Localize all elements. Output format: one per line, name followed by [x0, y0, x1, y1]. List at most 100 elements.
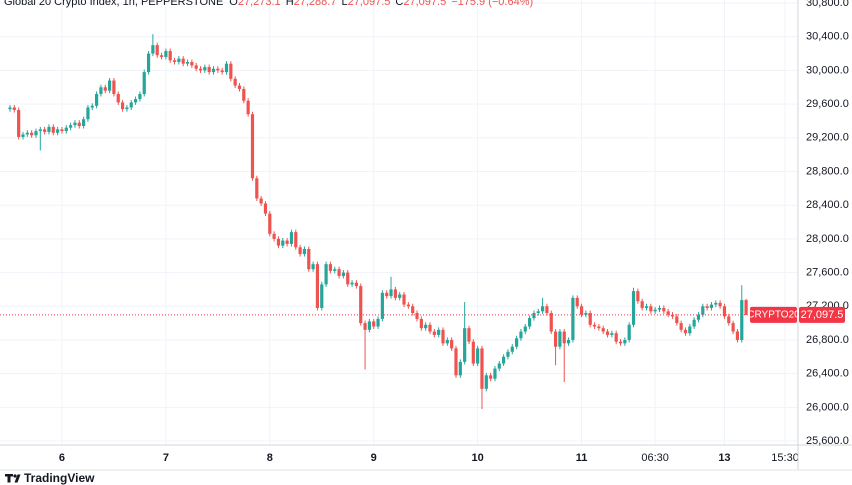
x-axis: 6 7 8 9 10 11 06:30 13 15:30 — [59, 452, 799, 464]
candle-body — [666, 311, 670, 315]
candle-body — [722, 306, 727, 317]
candles — [0, 34, 798, 410]
candle-body — [289, 232, 294, 244]
candle-body — [549, 313, 553, 332]
candle-body — [545, 306, 549, 314]
candle-body — [268, 213, 272, 234]
candle-body — [107, 80, 112, 91]
legend-key: L — [341, 0, 347, 8]
candle-body — [172, 60, 177, 62]
candle-body — [272, 233, 276, 239]
candle-body — [337, 269, 341, 276]
candle-body — [298, 247, 302, 255]
candle-body — [627, 324, 631, 340]
candle-body — [731, 323, 735, 332]
candle-body — [86, 107, 90, 120]
legend-value: 27,097.5 — [403, 0, 446, 8]
candle-body — [168, 51, 172, 61]
candle-body — [471, 341, 475, 364]
candle-body — [558, 331, 562, 347]
candle-body — [489, 375, 493, 379]
candle-body — [424, 324, 428, 329]
candle-body — [311, 264, 315, 270]
candle-body — [138, 94, 142, 100]
legend-key: O — [229, 0, 238, 8]
candle-body — [688, 326, 692, 334]
legend-value: 27,288.7 — [294, 0, 337, 8]
x-tick-label: 6 — [59, 452, 65, 464]
candle-body — [112, 80, 116, 95]
candle-body — [324, 264, 328, 285]
candle-body — [341, 272, 346, 276]
candle-body — [528, 318, 532, 327]
y-axis: 25,600.026,000.026,400.026,800.027,200.0… — [806, 0, 849, 447]
candle-body — [740, 300, 744, 340]
candle-body — [246, 100, 250, 115]
candle-body — [307, 248, 311, 270]
candle-body — [190, 61, 194, 66]
candle-body — [636, 291, 640, 302]
candle-body — [601, 328, 605, 332]
candle-body — [120, 102, 125, 110]
candle-body — [398, 294, 402, 298]
y-tick-label: 26,800.0 — [806, 334, 849, 346]
y-tick-label: 26,000.0 — [806, 401, 849, 413]
y-tick-label: 27,600.0 — [806, 266, 849, 278]
candle-body — [125, 107, 129, 110]
candle-body — [411, 306, 415, 314]
candle-body — [415, 313, 419, 319]
candle-body — [454, 348, 458, 376]
candle-body — [605, 331, 610, 335]
candle-body — [216, 68, 220, 71]
candle-body — [523, 326, 527, 332]
candle-body — [367, 321, 371, 330]
candle-body — [484, 375, 488, 389]
candle-body — [727, 316, 731, 324]
candle-body — [177, 58, 181, 62]
candle-body — [480, 348, 484, 389]
candle-body — [320, 284, 324, 308]
candle-body — [159, 55, 164, 57]
candle-body — [467, 328, 471, 342]
candle-body — [164, 51, 168, 57]
y-tick-label: 29,600.0 — [806, 98, 849, 110]
candle-body — [77, 122, 81, 127]
grid — [0, 0, 798, 445]
candle-body — [129, 102, 133, 108]
candle-body — [259, 198, 263, 204]
candle-body — [432, 331, 436, 335]
candle-body — [584, 313, 588, 315]
legend-symbol: Global 20 Crypto Index, 1h, PEPPERSTONE — [4, 0, 223, 8]
candle-body — [103, 87, 107, 91]
candle-body — [614, 333, 618, 342]
symbol-badge-label: CRYPTO20 — [747, 310, 800, 321]
candle-body — [354, 282, 358, 287]
candle-body — [281, 240, 285, 246]
candle-body — [25, 132, 29, 135]
legend: Global 20 Crypto Index, 1h, PEPPERSTONE O… — [4, 0, 533, 8]
legend-key: C — [395, 0, 403, 8]
x-tick-label: 13 — [718, 452, 730, 464]
candle-body — [450, 339, 454, 349]
y-tick-label: 28,400.0 — [806, 199, 849, 211]
candle-body — [536, 311, 540, 314]
x-tick-label: 06:30 — [641, 452, 669, 464]
candle-body — [133, 99, 138, 103]
candle-body — [224, 63, 229, 73]
candle-body — [229, 63, 233, 79]
candle-body — [333, 269, 337, 271]
candle-body — [34, 131, 38, 136]
y-tick-label: 30,000.0 — [806, 64, 849, 76]
y-tick-label: 26,400.0 — [806, 368, 849, 380]
candle-body — [610, 333, 614, 335]
candle-body — [38, 129, 42, 132]
candle-body — [12, 107, 16, 111]
candle-body — [662, 307, 666, 312]
candle-body — [696, 314, 701, 320]
x-tick-label: 15:30 — [771, 452, 799, 464]
candle-body — [675, 316, 679, 324]
candle-body — [116, 94, 120, 103]
candle-body — [701, 306, 705, 315]
candle-body — [69, 125, 73, 128]
